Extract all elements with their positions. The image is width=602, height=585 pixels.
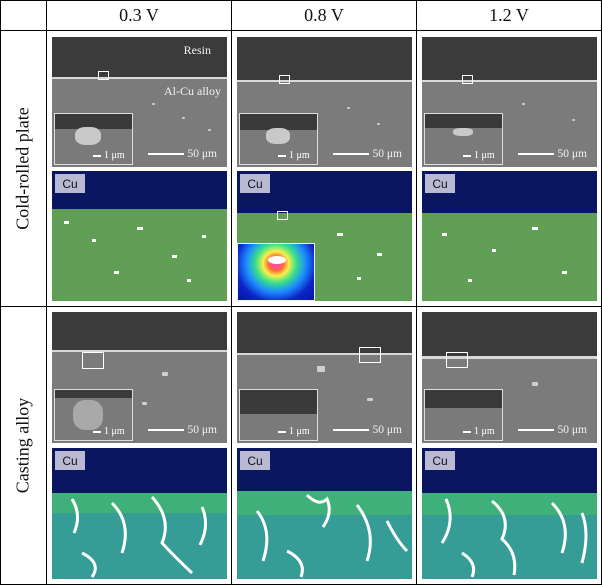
sem-panel-casting-0.3v: 1 μm 50 μm (52, 312, 227, 443)
inset-micrograph: 1 μm (54, 113, 133, 165)
interface-line (422, 356, 597, 359)
cu-map-field (52, 209, 227, 301)
inset-scale-bar: 1 μm (463, 426, 495, 437)
interface-line (422, 80, 597, 82)
resin-region (52, 37, 227, 77)
cu-map-field (237, 491, 412, 579)
interface-line (52, 77, 227, 79)
table-border-top (0, 0, 602, 1)
inset-micrograph: 1 μm (239, 113, 318, 165)
inset-micrograph: 1 μm (54, 389, 133, 441)
eds-map-casting-1.2v: Cu (422, 448, 597, 579)
col-divider-1 (231, 0, 232, 585)
inset-scale-bar: 1 μm (278, 150, 310, 161)
scale-bar: 50 μm (332, 148, 402, 160)
zoom-box (277, 211, 288, 220)
header-divider (0, 30, 602, 31)
inset-scale-bar: 1 μm (278, 426, 310, 437)
element-label-cu: Cu (240, 451, 270, 470)
column-header-1.2v: 1.2 V (489, 4, 529, 25)
cu-map-field (422, 493, 597, 579)
eds-map-cold-rolled-0.8v: Cu (237, 171, 412, 301)
particle (152, 103, 155, 105)
interface-line (237, 80, 412, 82)
sem-panel-casting-0.8v: 1 μm 50 μm (237, 312, 412, 443)
inset-scale-bar: 1 μm (463, 150, 495, 161)
particle (208, 129, 211, 131)
element-label-cu: Cu (55, 174, 85, 193)
particle (182, 117, 185, 119)
inset-micrograph: 1 μm (424, 113, 503, 165)
zoom-box (82, 352, 104, 369)
eds-map-cold-rolled-0.3v: Cu (52, 171, 227, 301)
resin-label: Resin (183, 43, 211, 57)
zoom-box (98, 71, 109, 80)
inset-micrograph: 1 μm (239, 389, 318, 441)
interface-line (52, 350, 227, 352)
element-label-cu: Cu (425, 174, 455, 193)
zoom-box (359, 347, 381, 363)
scale-bar: 50 μm (147, 424, 217, 436)
eds-map-casting-0.8v: Cu (237, 448, 412, 579)
row-header-casting: Casting alloy (12, 397, 33, 494)
zoom-box (462, 75, 473, 84)
eds-map-cold-rolled-1.2v: Cu (422, 171, 597, 301)
scale-bar: 50 μm (517, 424, 587, 436)
col-divider-2 (416, 0, 417, 585)
inset-micrograph: 1 μm (424, 389, 503, 441)
eds-map-casting-0.3v: Cu (52, 448, 227, 579)
alloy-label: Al-Cu alloy (164, 84, 221, 98)
inset-scale-bar: 1 μm (93, 426, 125, 437)
interface-line (237, 353, 412, 355)
table-border-left (0, 0, 1, 585)
cu-map-field (52, 493, 227, 579)
col-divider-0 (46, 0, 47, 585)
inset-scale-bar: 1 μm (93, 150, 125, 161)
sem-panel-cold-rolled-0.8v: 1 μm 50 μm (237, 37, 412, 167)
element-label-cu: Cu (240, 174, 270, 193)
cu-map-field (422, 213, 597, 301)
row-header-cold-rolled: Cold-rolled plate (12, 107, 33, 230)
scale-bar: 50 μm (147, 148, 217, 160)
row-divider (0, 306, 602, 307)
column-header-0.3v: 0.3 V (119, 4, 159, 25)
column-header-0.8v: 0.8 V (304, 4, 344, 25)
inset-heatmap (237, 243, 315, 301)
sem-panel-casting-1.2v: 1 μm 50 μm (422, 312, 597, 443)
scale-bar: 50 μm (332, 424, 402, 436)
element-label-cu: Cu (425, 451, 455, 470)
scale-bar: 50 μm (517, 148, 587, 160)
element-label-cu: Cu (55, 451, 85, 470)
zoom-box (279, 75, 290, 84)
zoom-box (446, 352, 468, 368)
sem-panel-cold-rolled-0.3v: Resin Al-Cu alloy 1 μm 50 μm (52, 37, 227, 167)
sem-panel-cold-rolled-1.2v: 1 μm 50 μm (422, 37, 597, 167)
